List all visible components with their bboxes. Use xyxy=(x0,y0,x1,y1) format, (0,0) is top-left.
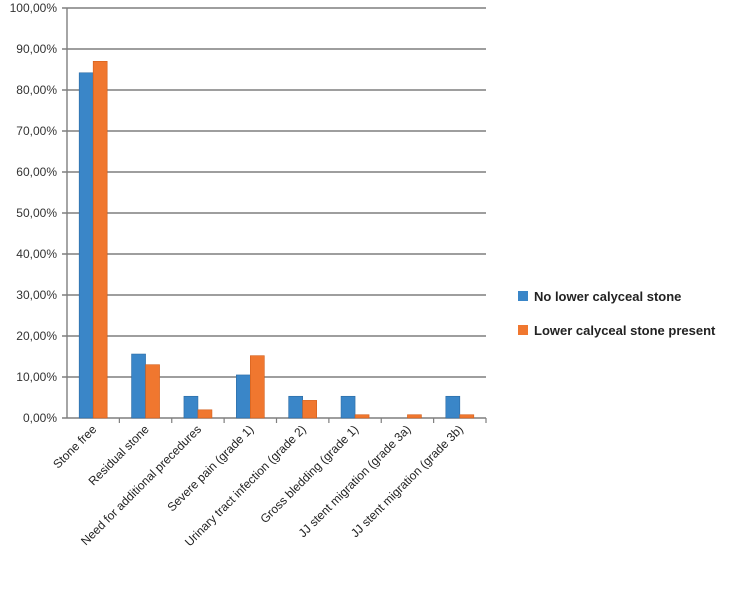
x-tick-label: Gross bledding (grade 1) xyxy=(257,422,361,526)
bar-no-lower-calyceal-stone xyxy=(236,374,251,419)
bar-lower-calyceal-stone-present xyxy=(92,60,108,419)
bar-no-lower-calyceal-stone xyxy=(288,395,303,419)
y-tick-label: 100,00% xyxy=(10,1,58,15)
bar-lower-calyceal-stone-present xyxy=(197,409,213,419)
bars xyxy=(78,60,475,419)
legend-swatch xyxy=(518,291,528,301)
legend-swatch xyxy=(518,325,528,335)
legend: No lower calyceal stone Lower calyceal st… xyxy=(518,289,716,338)
y-tick-label: 10,00% xyxy=(16,370,57,384)
bar-no-lower-calyceal-stone xyxy=(445,395,461,419)
y-tick-label: 20,00% xyxy=(16,329,57,343)
bar-lower-calyceal-stone-present xyxy=(302,400,317,419)
y-tick-label: 60,00% xyxy=(16,165,57,179)
x-tick-label: Stone free xyxy=(50,422,99,471)
y-tick-label: 50,00% xyxy=(16,206,57,220)
gridlines xyxy=(62,7,486,419)
x-tick-label: JJ stent migration (grade 3b) xyxy=(348,422,466,540)
bar-lower-calyceal-stone-present xyxy=(459,414,475,419)
bar-no-lower-calyceal-stone xyxy=(78,72,94,419)
y-tick-labels: 0,00% 10,00% 20,00% 30,00% 40,00% 50,00% 60,00… xyxy=(10,1,58,425)
bar-no-lower-calyceal-stone xyxy=(131,353,146,419)
y-tick-label: 90,00% xyxy=(16,42,57,56)
bar-no-lower-calyceal-stone xyxy=(340,395,356,419)
y-tick-label: 70,00% xyxy=(16,124,57,138)
x-tick-label: Severe pain (grade 1) xyxy=(164,422,256,514)
y-tick-label: 40,00% xyxy=(16,247,57,261)
y-tick-label: 0,00% xyxy=(23,411,57,425)
bar-lower-calyceal-stone-present xyxy=(250,355,265,419)
y-tick-label: 80,00% xyxy=(16,83,57,97)
bar-lower-calyceal-stone-present xyxy=(407,414,422,419)
axes xyxy=(66,8,487,423)
legend-label: Lower calyceal stone present xyxy=(534,323,716,338)
legend-label: No lower calyceal stone xyxy=(534,289,681,304)
bar-lower-calyceal-stone-present xyxy=(354,414,370,419)
bar-no-lower-calyceal-stone xyxy=(183,395,199,419)
y-tick-label: 30,00% xyxy=(16,288,57,302)
bar-lower-calyceal-stone-present xyxy=(145,364,160,419)
